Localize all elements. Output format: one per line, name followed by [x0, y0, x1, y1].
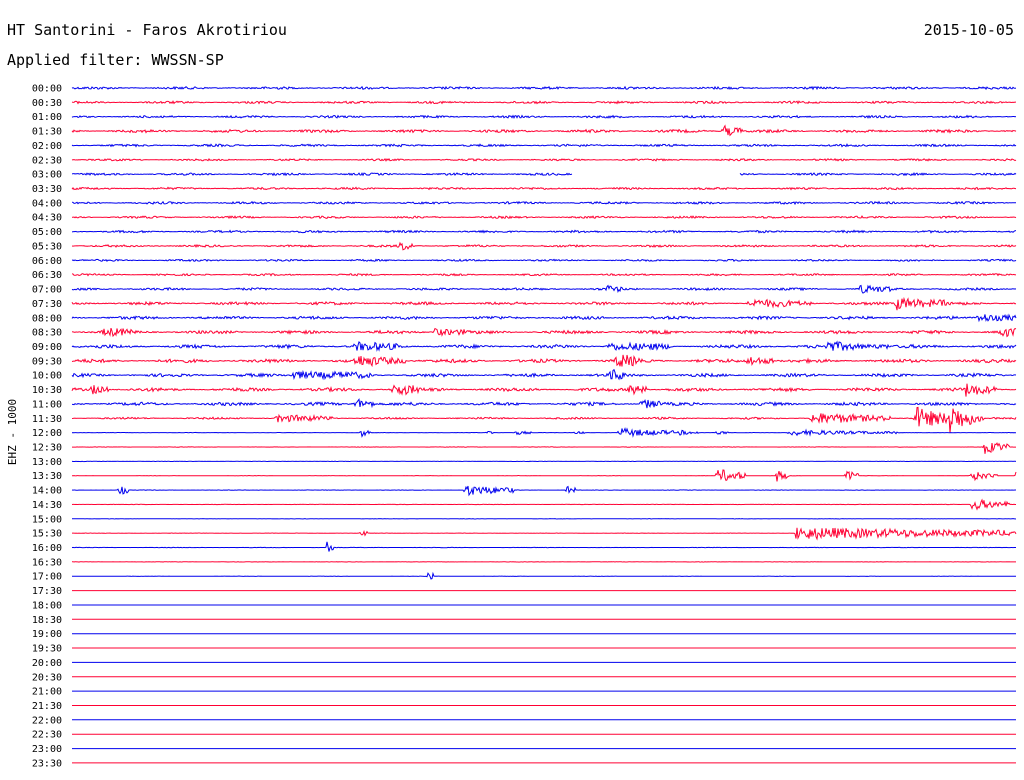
time-tick-label: 05:30: [32, 241, 62, 252]
trace-line: [71, 313, 1017, 323]
trace-line: [71, 100, 1016, 105]
time-tick-label: 17:00: [32, 572, 62, 583]
trace-line: [71, 571, 1017, 580]
station-title: HT Santorini - Faros Akrotiriou: [7, 21, 287, 39]
trace-line: [71, 157, 1017, 162]
time-tick-label: 01:30: [32, 127, 62, 138]
time-tick-label: 23:00: [32, 744, 62, 755]
trace-line: [71, 229, 1017, 234]
time-tick-label: 10:30: [32, 385, 62, 396]
time-tick-label: 16:00: [32, 543, 62, 554]
trace-line: [72, 442, 1016, 454]
trace-line: [71, 241, 1017, 251]
time-tick-label: 00:30: [32, 98, 62, 109]
time-tick-label: 13:30: [32, 471, 62, 482]
time-tick-label: 02:00: [32, 141, 62, 152]
trace-line: [72, 527, 1017, 541]
time-tick-label: 06:30: [32, 270, 62, 281]
time-tick-label: 15:30: [32, 529, 62, 540]
time-tick-label: 08:00: [32, 313, 62, 324]
trace-line: [71, 186, 1017, 191]
time-tick-label: 03:30: [32, 184, 62, 195]
time-tick-label: 20:00: [32, 658, 62, 669]
trace-line: [739, 172, 1017, 177]
trace-line: [72, 398, 1017, 409]
time-tick-label: 07:00: [32, 285, 62, 296]
time-tick-label: 07:30: [32, 299, 62, 310]
trace-line: [71, 258, 1017, 263]
trace-line: [71, 172, 573, 177]
time-tick-label: 19:30: [32, 644, 62, 655]
time-tick-label: 20:30: [32, 672, 62, 683]
time-tick-label: 19:00: [32, 629, 62, 640]
time-tick-label: 05:00: [32, 227, 62, 238]
trace-line: [71, 406, 1017, 434]
time-tick-label: 23:30: [32, 758, 62, 769]
time-tick-label: 22:00: [32, 715, 62, 726]
time-tick-label: 12:00: [32, 428, 62, 439]
trace-line: [71, 143, 1017, 148]
time-tick-label: 06:00: [32, 256, 62, 267]
trace-line: [71, 541, 1016, 552]
time-tick-label: 12:30: [32, 443, 62, 454]
trace-line: [71, 284, 1017, 294]
time-tick-label: 08:30: [32, 328, 62, 339]
time-tick-label: 14:30: [32, 500, 62, 511]
time-tick-label: 18:00: [32, 600, 62, 611]
time-tick-label: 13:00: [32, 457, 62, 468]
trace-line: [71, 485, 1016, 497]
time-tick-label: 09:30: [32, 356, 62, 367]
trace-line: [71, 354, 1017, 368]
time-tick-label: 16:30: [32, 557, 62, 568]
time-tick-label: 18:30: [32, 615, 62, 626]
trace-line: [71, 114, 1017, 119]
time-tick-label: 01:00: [32, 112, 62, 123]
time-tick-label: 04:30: [32, 213, 62, 224]
trace-line: [71, 383, 1017, 397]
trace-line: [71, 340, 1017, 352]
trace-line: [71, 427, 1016, 438]
time-tick-label: 03:00: [32, 170, 62, 181]
time-tick-label: 22:30: [32, 730, 62, 741]
time-tick-label: 00:00: [32, 84, 62, 95]
trace-line: [71, 85, 1017, 91]
time-tick-label: 15:00: [32, 514, 62, 525]
trace-line: [71, 296, 1017, 311]
time-tick-label: 02:30: [32, 155, 62, 166]
trace-line: [71, 469, 1017, 482]
time-tick-label: 14:00: [32, 486, 62, 497]
time-tick-label: 10:00: [32, 371, 62, 382]
time-tick-label: 11:00: [32, 399, 62, 410]
time-tick-label: 17:30: [32, 586, 62, 597]
record-date: 2015-10-05: [923, 21, 1014, 39]
trace-line: [71, 124, 1017, 137]
time-tick-label: 21:00: [32, 687, 62, 698]
trace-line: [71, 368, 1017, 381]
time-tick-label: 11:30: [32, 414, 62, 425]
time-tick-label: 09:00: [32, 342, 62, 353]
trace-line: [71, 272, 1017, 277]
trace-line: [71, 498, 1016, 511]
trace-line: [72, 215, 1017, 220]
trace-line: [71, 200, 1016, 206]
time-tick-label: 21:30: [32, 701, 62, 712]
trace-line: [71, 327, 1017, 338]
filter-label: Applied filter: WWSSN-SP: [7, 51, 224, 69]
time-tick-label: 04:00: [32, 198, 62, 209]
